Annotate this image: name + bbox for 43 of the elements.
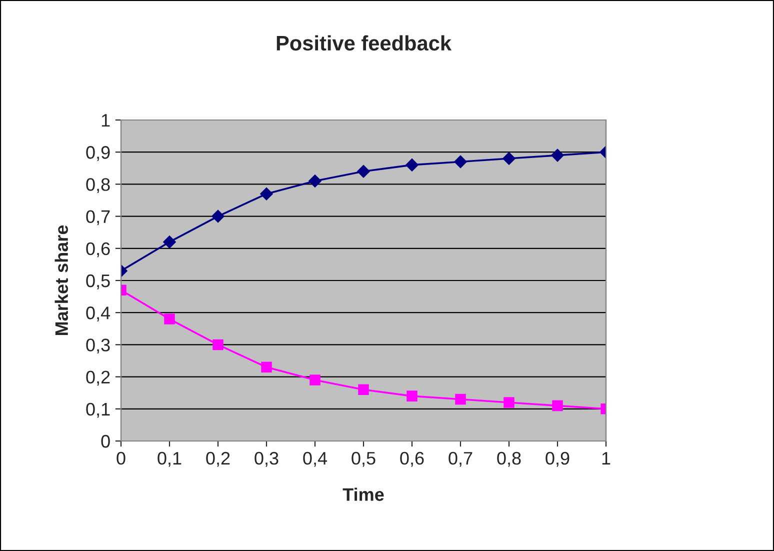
point <box>212 210 224 223</box>
y-tick-label: 0,4 <box>86 306 110 322</box>
y-tick-label: 1 <box>102 114 110 127</box>
y-tick-label: 0,2 <box>86 370 110 386</box>
point <box>308 174 322 188</box>
y-tick-label: 0,5 <box>86 274 110 290</box>
x-tick-label: 0 <box>116 452 126 465</box>
y-axis-title: Market share <box>54 225 68 335</box>
point <box>502 152 516 165</box>
x-tick-label: 0,6 <box>400 452 424 467</box>
point <box>261 362 272 373</box>
y-tick-label: 0,9 <box>86 146 110 161</box>
x-tick-label: 1 <box>602 452 610 464</box>
point <box>552 400 563 412</box>
x-tick-label: 0,3 <box>254 452 278 467</box>
x-tick-label: 0,9 <box>546 452 570 467</box>
point <box>357 164 370 178</box>
point <box>454 155 467 168</box>
x-axis-title: Time <box>342 488 384 501</box>
point <box>310 374 320 386</box>
y-tick-label: 0,8 <box>86 178 110 194</box>
y-tick-label: 0,1 <box>86 402 110 418</box>
point <box>406 158 418 172</box>
x-tick-label: 0,5 <box>352 452 376 467</box>
point <box>260 187 273 200</box>
x-tick-label: 0,1 <box>158 452 182 467</box>
point <box>163 236 176 248</box>
y-tick-label: 0 <box>101 434 110 448</box>
x-tick-label: 0,4 <box>303 452 328 467</box>
chart-title: Positive feedback <box>276 35 452 51</box>
x-tick-label: 0,8 <box>497 452 521 467</box>
point <box>212 339 224 350</box>
point <box>551 148 564 162</box>
point <box>504 397 514 408</box>
y-tick-label: 0,6 <box>86 242 110 258</box>
y-tick-label: 0,7 <box>86 210 110 226</box>
point <box>455 394 466 405</box>
y-tick-label: 0,3 <box>86 338 110 354</box>
x-tick-label: 0,2 <box>206 452 230 467</box>
point <box>406 390 418 402</box>
x-tick-label: 0,7 <box>448 452 472 467</box>
point <box>358 384 369 396</box>
point <box>164 314 175 324</box>
